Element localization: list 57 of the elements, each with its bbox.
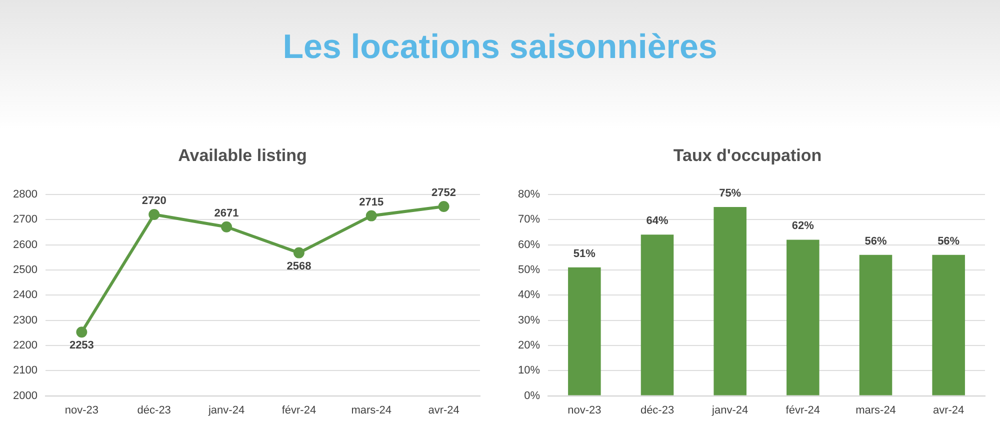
data-label: 2752	[432, 187, 456, 200]
data-label: 64%	[646, 215, 668, 228]
y-tick-label: 50%	[518, 264, 540, 276]
y-tick-label: 2000	[12, 390, 38, 402]
data-label: 2720	[142, 195, 166, 208]
y-tick-label: 2400	[12, 289, 38, 302]
y-tick-label: 80%	[518, 188, 540, 200]
y-tick-label: 2800	[12, 188, 38, 200]
point	[148, 209, 160, 220]
bar	[568, 267, 601, 396]
y-tick-label: 10%	[518, 364, 540, 377]
point	[221, 221, 232, 232]
y-tick-label: 30%	[518, 314, 540, 326]
y-tick-label: 2700	[12, 214, 38, 226]
bar	[786, 240, 820, 396]
y-tick-label: 2200	[12, 339, 38, 352]
x-tick-label: nov-23	[568, 404, 602, 416]
x-tick-label: janv-24	[207, 404, 245, 416]
bar	[640, 234, 674, 396]
x-tick-label: mars-24	[351, 404, 392, 416]
point	[293, 247, 304, 258]
x-tick-label: avr-24	[932, 404, 964, 416]
y-tick-label: 0%	[524, 390, 540, 402]
y-tick-label: 40%	[518, 289, 540, 302]
chart-title: Available listing	[178, 146, 307, 165]
y-tick-label: 2100	[12, 364, 38, 377]
bar	[932, 254, 965, 396]
bar	[859, 254, 892, 396]
y-tick-label: 2300	[12, 314, 38, 326]
data-label: 75%	[719, 188, 742, 200]
x-tick-label: févr-24	[786, 404, 820, 416]
x-tick-label: déc-23	[137, 404, 171, 416]
y-tick-label: 20%	[518, 339, 540, 352]
data-label: 2671	[214, 207, 239, 220]
x-tick-label: avr-24	[428, 404, 460, 416]
text: Les locations saisonnières	[282, 28, 718, 67]
bar	[714, 206, 746, 396]
data-label: 56%	[938, 235, 960, 248]
x-tick-label: févr-24	[282, 404, 316, 416]
x-tick-label: janv-24	[711, 404, 748, 416]
point	[366, 210, 377, 222]
data-label: 2253	[69, 340, 94, 352]
y-tick-label: 2600	[12, 238, 38, 251]
x-tick-label: mars-24	[856, 404, 896, 416]
point	[438, 200, 450, 212]
y-tick-label: 2500	[12, 264, 38, 276]
x-tick-label: déc-23	[640, 404, 674, 416]
data-label: 62%	[792, 220, 814, 232]
x-tick-label: nov-23	[64, 404, 98, 416]
y-tick-label: 60%	[518, 238, 540, 251]
data-label: 2568	[286, 260, 312, 272]
data-label: 51%	[573, 248, 596, 260]
chart-title: Taux d'occupation	[673, 146, 822, 165]
data-label: 2715	[359, 196, 384, 208]
y-tick-label: 70%	[518, 214, 540, 226]
data-label: 56%	[864, 235, 887, 248]
point	[76, 326, 88, 338]
